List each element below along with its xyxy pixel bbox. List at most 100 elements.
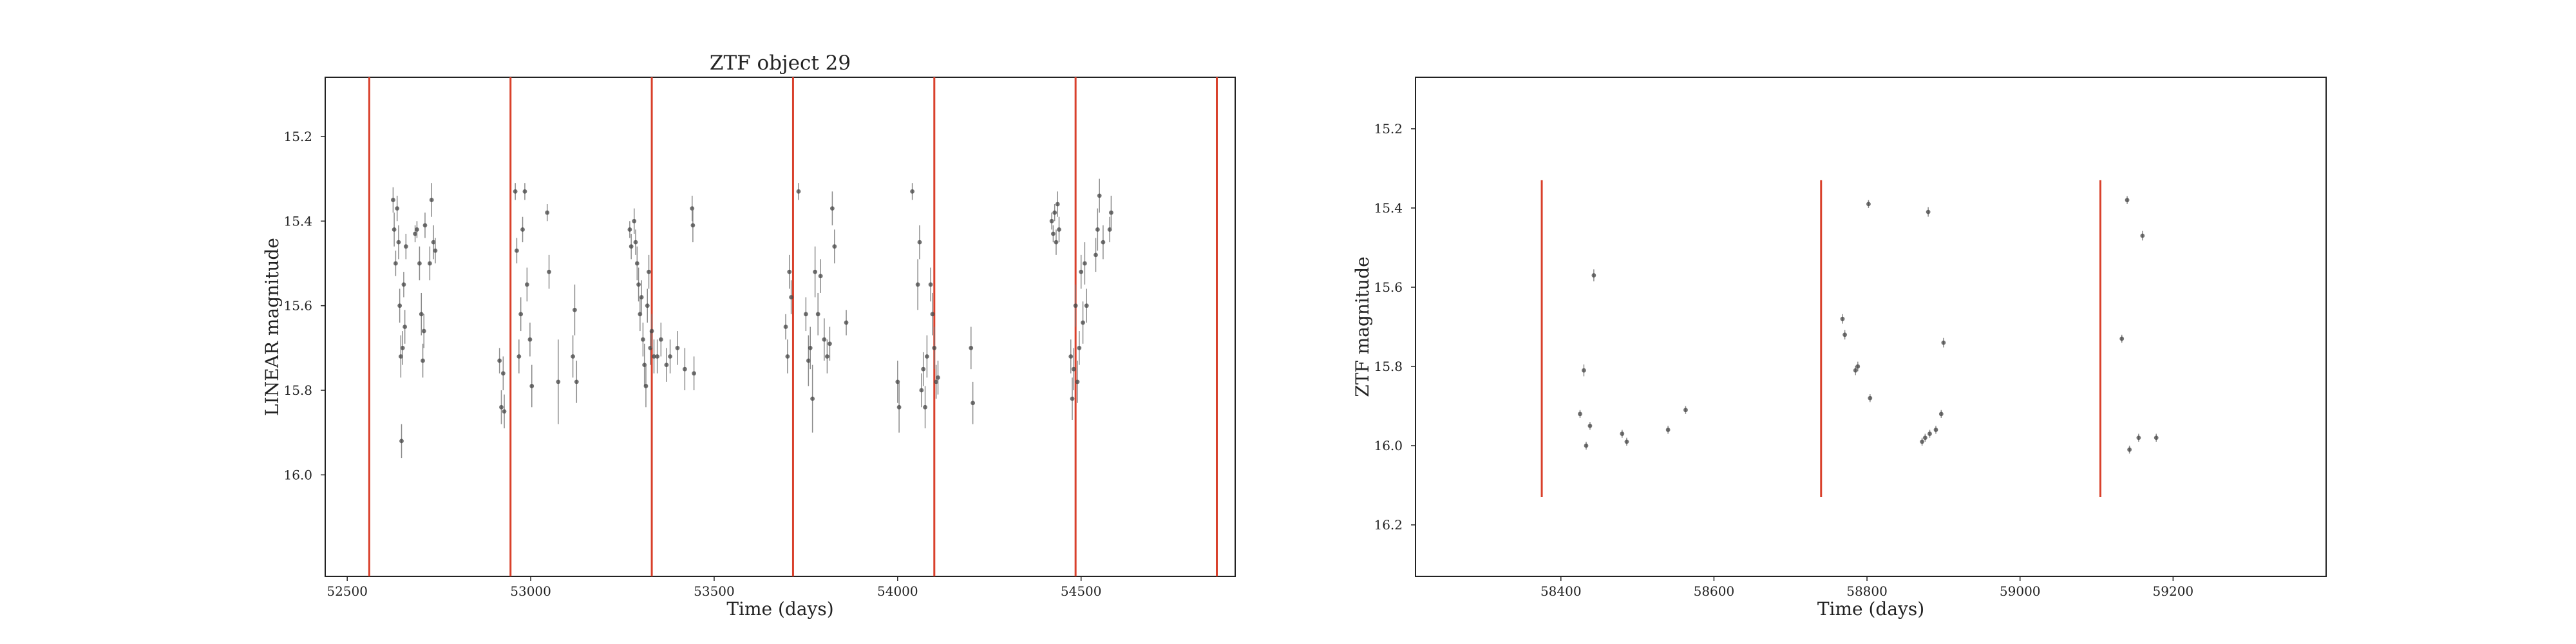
data-point — [431, 240, 436, 245]
data-point — [647, 269, 651, 274]
data-point — [1081, 320, 1085, 325]
data-point — [1933, 428, 1938, 432]
data-point — [803, 312, 808, 317]
x-tick-label: 52500 — [327, 583, 368, 599]
data-point — [1941, 340, 1946, 345]
data-point — [413, 231, 417, 236]
data-point — [1073, 303, 1078, 308]
y-tick-label: 15.6 — [1374, 279, 1403, 295]
data-point — [636, 282, 641, 287]
data-point — [971, 401, 976, 406]
data-point — [421, 358, 425, 363]
data-point — [545, 210, 550, 215]
data-point — [917, 240, 922, 245]
x-tick-label: 54000 — [877, 583, 918, 599]
data-point — [1620, 431, 1625, 436]
data-point — [2127, 447, 2132, 452]
data-point — [396, 240, 401, 245]
data-point — [796, 189, 801, 194]
data-point — [1582, 368, 1586, 373]
data-point — [1052, 210, 1057, 215]
data-point — [417, 261, 422, 266]
data-point — [1097, 193, 1102, 198]
data-point — [844, 320, 849, 325]
data-point — [1070, 396, 1075, 401]
data-point — [1082, 261, 1087, 266]
data-point — [652, 354, 656, 359]
x-tick-label: 58600 — [1694, 583, 1735, 599]
data-point — [513, 189, 518, 194]
y-tick-label: 16.0 — [1374, 438, 1403, 453]
data-point — [1095, 227, 1100, 232]
y-tick-label: 15.2 — [283, 129, 312, 144]
data-point — [915, 282, 920, 287]
data-point — [629, 244, 634, 249]
data-point — [634, 261, 639, 266]
data-point — [1094, 252, 1098, 258]
data-point — [1927, 431, 1932, 436]
data-point — [692, 371, 697, 376]
data-point — [664, 363, 669, 368]
data-point — [649, 328, 654, 334]
data-point — [655, 354, 660, 359]
data-point — [1051, 231, 1056, 236]
data-point — [930, 312, 935, 317]
data-point — [1055, 202, 1060, 207]
data-point — [2136, 435, 2141, 440]
data-point — [1855, 364, 1861, 369]
data-point — [497, 358, 502, 363]
axes-frame — [325, 77, 1236, 577]
data-point — [401, 282, 406, 287]
data-point — [1584, 443, 1589, 448]
data-point — [422, 223, 428, 228]
data-point — [520, 227, 525, 232]
data-point — [923, 404, 927, 410]
x-tick-label: 54500 — [1061, 583, 1102, 599]
data-point — [1079, 269, 1084, 274]
data-point — [832, 244, 837, 249]
data-point — [627, 227, 632, 232]
data-point — [675, 345, 680, 350]
data-point — [1578, 412, 1582, 417]
data-point — [518, 312, 524, 317]
data-point — [524, 282, 529, 287]
data-point — [1068, 354, 1074, 359]
data-point — [783, 325, 788, 329]
data-point — [921, 366, 926, 372]
data-point — [433, 248, 438, 253]
y-tick-label: 15.4 — [1374, 200, 1403, 216]
data-point — [896, 404, 902, 410]
x-tick-label: 59000 — [2000, 583, 2041, 599]
data-point — [810, 396, 815, 401]
data-point — [658, 337, 663, 342]
data-point — [1938, 412, 1944, 417]
data-point — [547, 269, 551, 274]
data-point — [633, 240, 638, 245]
data-point — [398, 354, 403, 359]
data-point — [932, 345, 937, 350]
data-point — [934, 379, 939, 384]
data-point — [392, 227, 397, 232]
data-point — [421, 328, 426, 334]
data-point — [936, 375, 940, 380]
data-point — [399, 439, 404, 444]
data-point — [1077, 345, 1082, 350]
data-point — [1866, 202, 1871, 207]
data-point — [789, 295, 793, 299]
data-point — [825, 354, 829, 359]
data-point — [643, 384, 649, 388]
y-tick-label: 15.8 — [283, 383, 312, 398]
y-tick-label: 15.6 — [283, 298, 312, 314]
data-point — [1075, 379, 1080, 384]
data-point — [632, 218, 637, 223]
data-point — [1840, 316, 1845, 321]
data-point — [641, 337, 645, 342]
data-point — [830, 206, 835, 211]
data-point — [1665, 428, 1671, 432]
axes-frame — [1415, 77, 2327, 577]
data-point — [1049, 218, 1054, 223]
data-point — [787, 269, 792, 274]
data-point — [403, 244, 408, 249]
x-axis-label: Time (days) — [1817, 598, 1924, 620]
x-tick-label: 53500 — [694, 583, 735, 599]
